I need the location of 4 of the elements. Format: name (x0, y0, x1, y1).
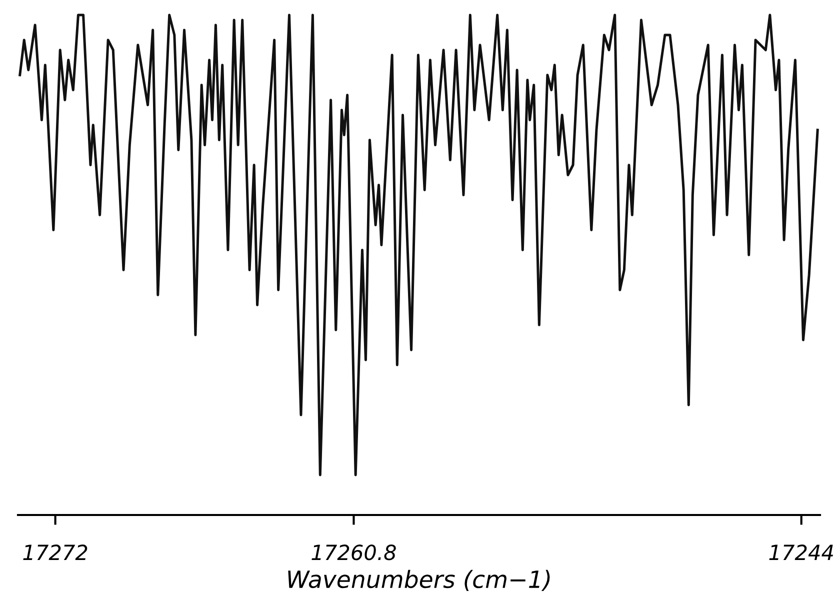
x-axis-title: Wavenumbers (cm−1) (288, 570, 550, 591)
x-tick-label: 17272 (23, 544, 88, 560)
x-tick-label: 17260.8 (312, 544, 396, 560)
x-tick-label: 17244 (769, 544, 833, 560)
